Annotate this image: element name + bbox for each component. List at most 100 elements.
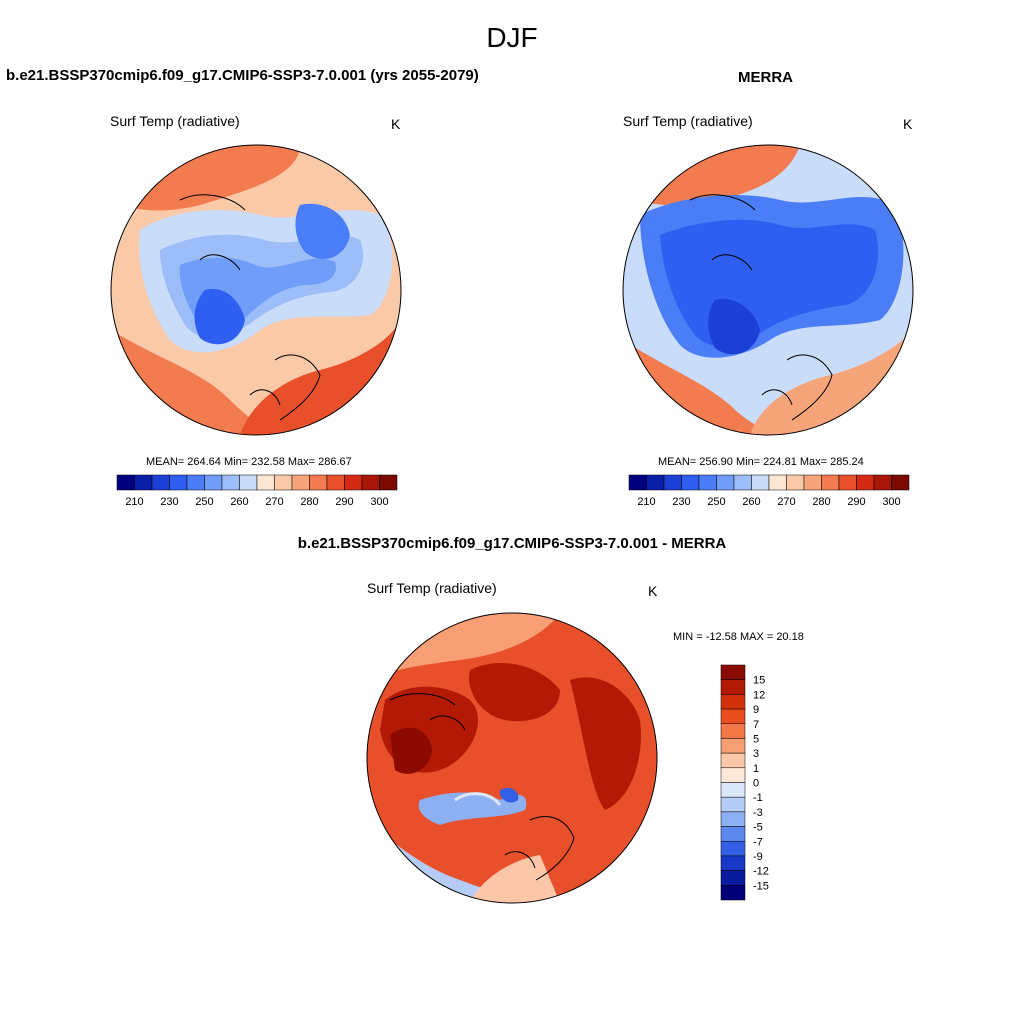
- diff-colorbar: 15 12 9 7 5 3 1 0 -1 -3 -5 -7 -9 -12 -15: [720, 664, 769, 901]
- colorbar-swatch: [873, 474, 892, 491]
- colorbar-swatch: [720, 708, 746, 724]
- colorbar-swatch: [169, 474, 188, 491]
- colorbar-swatch: [628, 474, 647, 491]
- colorbar-swatch: [720, 826, 746, 842]
- colorbar-swatch: [151, 474, 170, 491]
- colorbar-swatch: [838, 474, 857, 491]
- model-units-label: K: [391, 116, 401, 132]
- model-colorbar: 210 230 250 260 270 280 290 300: [116, 474, 398, 508]
- colorbar-tick-label: 280: [300, 496, 318, 508]
- obs-stats: MEAN= 256.90 Min= 224.81 Max= 285.24: [658, 456, 864, 468]
- colorbar-tick-label: 15: [753, 675, 765, 687]
- colorbar-swatch: [116, 474, 135, 491]
- colorbar-swatch: [720, 796, 746, 813]
- colorbar-tick-label: 210: [125, 496, 143, 508]
- diff-panel-title: b.e21.BSSP370cmip6.f09_g17.CMIP6-SSP3-7.…: [297, 535, 727, 552]
- colorbar-swatch: [274, 474, 293, 491]
- colorbar-swatch: [720, 855, 746, 871]
- colorbar-swatch: [751, 474, 770, 491]
- colorbar-swatch: [733, 474, 752, 491]
- colorbar-swatch: [786, 474, 805, 491]
- model-panel-title: b.e21.BSSP370cmip6.f09_g17.CMIP6-SSP3-7.…: [6, 67, 479, 84]
- colorbar-swatch: [856, 474, 875, 491]
- colorbar-swatch: [309, 474, 328, 491]
- colorbar-tick-label: 260: [742, 496, 760, 508]
- colorbar-swatch: [720, 885, 746, 901]
- colorbar-swatch: [803, 474, 822, 491]
- colorbar-tick-label: 12: [753, 689, 765, 701]
- colorbar-tick-label: 300: [370, 496, 388, 508]
- colorbar-swatch: [720, 752, 746, 769]
- colorbar-swatch: [768, 474, 787, 491]
- colorbar-swatch: [698, 474, 717, 491]
- colorbar-swatch: [646, 474, 665, 491]
- colorbar-swatch: [720, 870, 746, 886]
- diff-units-label: K: [648, 583, 658, 599]
- colorbar-tick-label: -12: [753, 866, 769, 878]
- model-variable-label: Surf Temp (radiative): [110, 113, 240, 129]
- colorbar-tick-label: 0: [753, 778, 759, 790]
- diff-stats: MIN = -12.58 MAX = 20.18: [673, 631, 804, 643]
- colorbar-tick-label: 270: [777, 496, 795, 508]
- colorbar-swatch: [221, 474, 240, 491]
- obs-variable-label: Surf Temp (radiative): [623, 113, 753, 129]
- obs-units-label: K: [903, 116, 913, 132]
- colorbar-tick-label: 5: [753, 733, 759, 745]
- colorbar-tick-label: 9: [753, 704, 759, 716]
- figure-title: DJF: [486, 22, 538, 53]
- colorbar-tick-label: 7: [753, 719, 759, 731]
- colorbar-tick-label: 230: [672, 496, 690, 508]
- colorbar-swatch: [720, 841, 746, 857]
- diff-map-border: [366, 612, 658, 904]
- colorbar-swatch: [821, 474, 840, 491]
- colorbar-swatch: [291, 474, 310, 491]
- colorbar-tick-label: 280: [812, 496, 830, 508]
- colorbar-swatch: [720, 811, 746, 827]
- colorbar-swatch: [681, 474, 700, 491]
- colorbar-swatch: [379, 474, 398, 491]
- colorbar-tick-label: 230: [160, 496, 178, 508]
- colorbar-swatch: [720, 782, 746, 798]
- colorbar-tick-label: -5: [753, 822, 763, 834]
- colorbar-tick-label: 3: [753, 748, 759, 760]
- colorbar-swatch: [344, 474, 363, 491]
- colorbar-tick-label: -9: [753, 851, 763, 863]
- colorbar-swatch: [256, 474, 275, 491]
- colorbar-tick-label: -3: [753, 807, 763, 819]
- colorbar-swatch: [239, 474, 258, 491]
- colorbar-tick-label: 250: [707, 496, 725, 508]
- colorbar-tick-label: 290: [847, 496, 865, 508]
- diff-map: [367, 613, 657, 903]
- colorbar-swatch: [891, 474, 910, 491]
- model-stats: MEAN= 264.64 Min= 232.58 Max= 286.67: [146, 456, 352, 468]
- colorbar-swatch: [326, 474, 345, 491]
- obs-panel-title: MERRA: [738, 69, 793, 86]
- obs-colorbar: 210 230 250 260 270 280 290 300: [628, 474, 910, 508]
- diff-variable-label: Surf Temp (radiative): [367, 580, 497, 596]
- colorbar-swatch: [720, 664, 746, 680]
- colorbar-tick-label: 250: [195, 496, 213, 508]
- colorbar-tick-label: -1: [753, 792, 763, 804]
- colorbar-swatch: [720, 738, 746, 754]
- colorbar-swatch: [720, 767, 746, 783]
- colorbar-tick-label: -7: [753, 836, 763, 848]
- colorbar-tick-label: 1: [753, 763, 759, 775]
- colorbar-tick-label: 290: [335, 496, 353, 508]
- colorbar-tick-label: 210: [637, 496, 655, 508]
- colorbar-swatch: [720, 679, 746, 695]
- model-map: [111, 145, 401, 435]
- obs-map-border: [622, 144, 914, 436]
- colorbar-tick-label: 260: [230, 496, 248, 508]
- colorbar-swatch: [361, 474, 380, 491]
- obs-map: [623, 145, 913, 435]
- colorbar-tick-label: 270: [265, 496, 283, 508]
- colorbar-swatch: [720, 694, 746, 710]
- colorbar-swatch: [186, 474, 205, 491]
- colorbar-swatch: [134, 474, 153, 491]
- colorbar-swatch: [720, 723, 746, 739]
- colorbar-swatch: [663, 474, 682, 491]
- colorbar-swatch: [204, 474, 223, 491]
- colorbar-tick-label: -15: [753, 880, 769, 892]
- model-map-border: [110, 144, 402, 436]
